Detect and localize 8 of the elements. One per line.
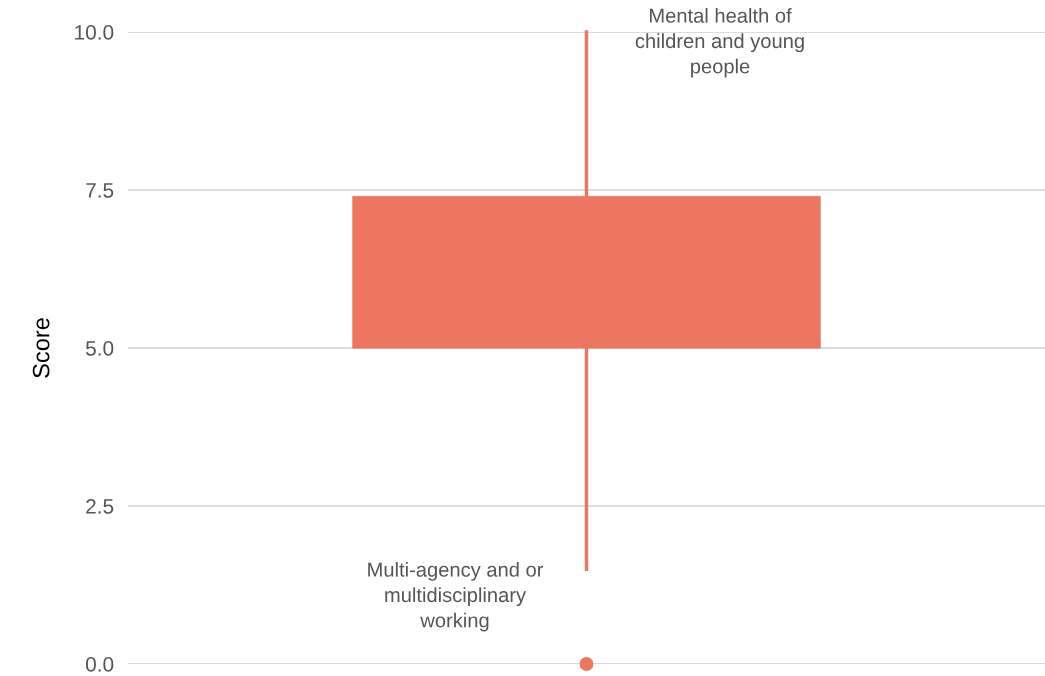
y-tick-label: 10.0	[75, 25, 114, 40]
y-tick-label: 2.5	[86, 499, 114, 514]
y-tick-label: 0.0	[85, 657, 114, 672]
y-axis-title: Score	[32, 318, 50, 378]
annotation: Multi-agency and or multidisciplinary working	[368, 562, 544, 632]
y-tick-label: 7.5	[86, 183, 114, 198]
y-tick-label: 5.0	[85, 341, 114, 356]
annotation: Mental health of children and young people	[635, 8, 804, 78]
